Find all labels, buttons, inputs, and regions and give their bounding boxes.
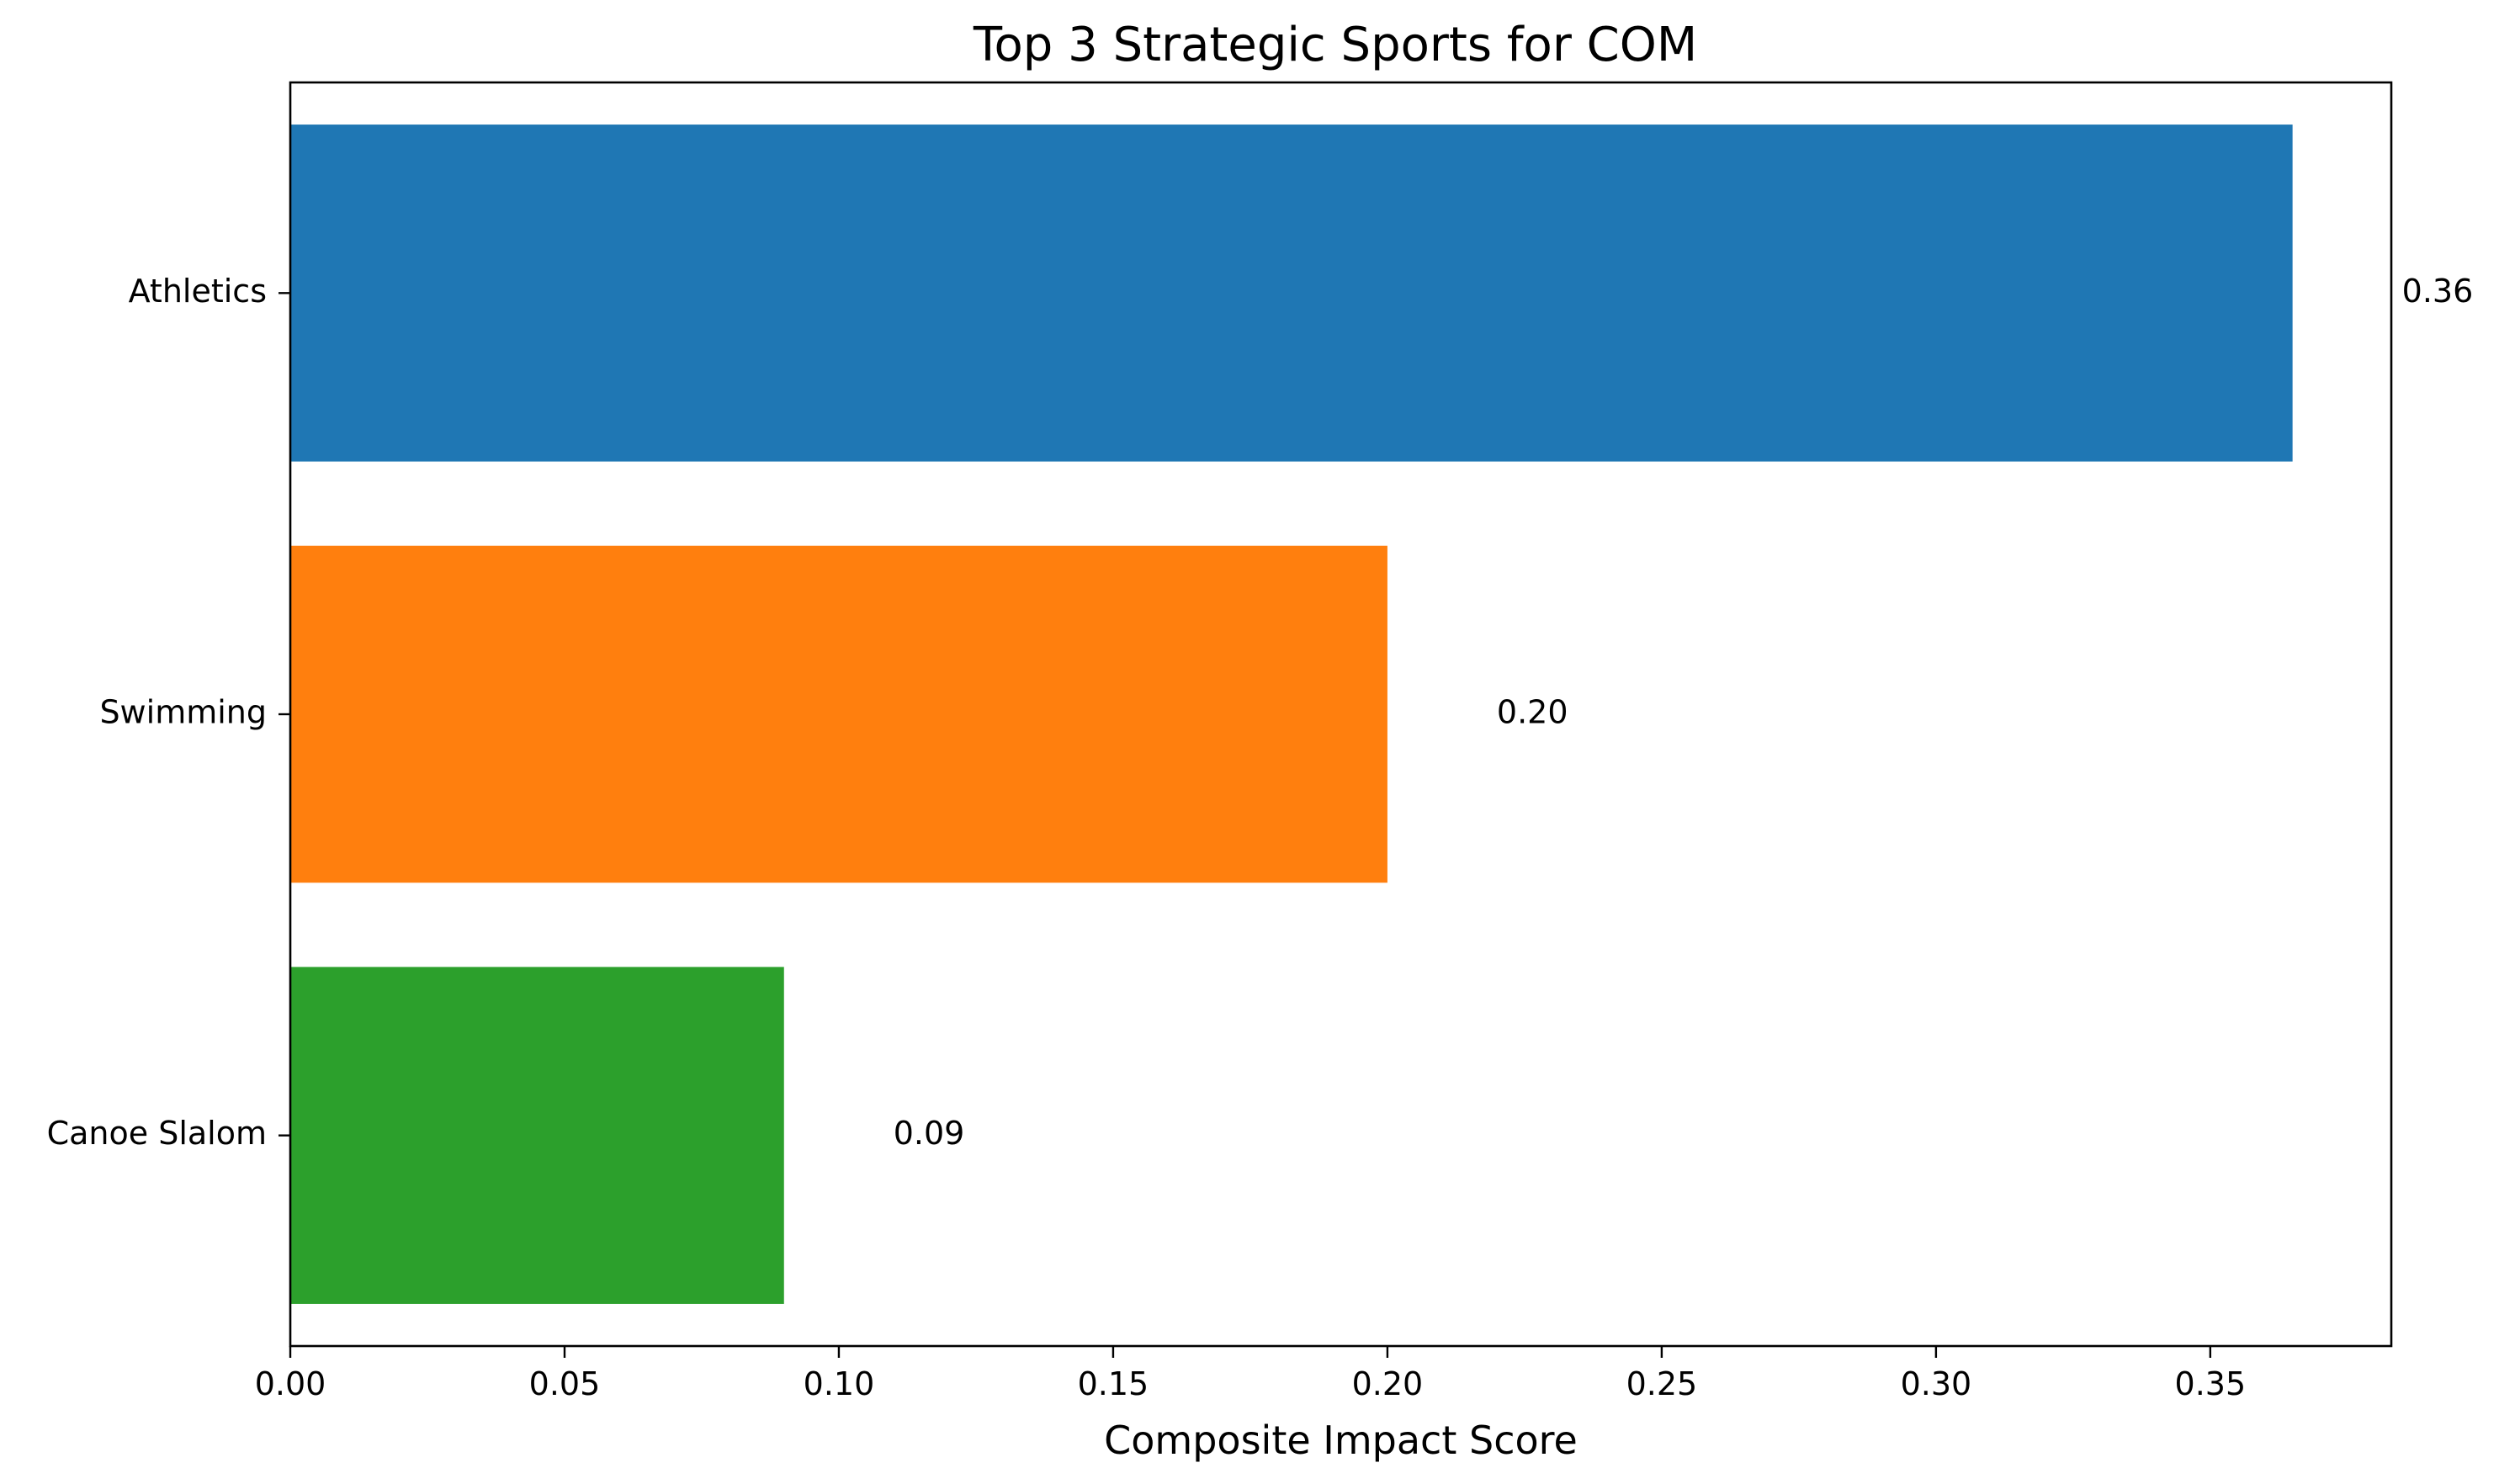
x-tick-label: 0.15 xyxy=(1078,1365,1149,1402)
y-tick-label: Swimming xyxy=(99,694,267,731)
value-label: 0.36 xyxy=(2402,273,2474,310)
x-tick-label: 0.10 xyxy=(804,1365,875,1402)
plot-frame xyxy=(289,81,2393,1348)
chart-title: Top 3 Strategic Sports for COM xyxy=(973,18,1697,72)
value-label: 0.20 xyxy=(1497,694,1568,731)
bars-layer xyxy=(290,125,2293,1304)
x-tick-label: 0.05 xyxy=(529,1365,601,1402)
x-tick-label: 0.00 xyxy=(255,1365,326,1402)
value-labels-layer: 0.36 0.20 0.09 xyxy=(894,273,2473,1152)
x-tick-label: 0.30 xyxy=(1901,1365,1972,1402)
bar-canoe-slalom xyxy=(290,967,784,1304)
x-tick-label: 0.20 xyxy=(1352,1365,1424,1402)
x-tick-label: 0.25 xyxy=(1626,1365,1698,1402)
y-axis: Athletics Swimming Canoe Slalom xyxy=(47,273,290,1152)
x-tick-label: 0.35 xyxy=(2175,1365,2247,1402)
bar-swimming xyxy=(290,545,1387,883)
y-tick-label: Athletics xyxy=(129,273,267,310)
y-tick-label: Canoe Slalom xyxy=(47,1115,267,1152)
x-axis: 0.00 0.05 0.10 0.15 0.20 0.25 0.30 0.35 xyxy=(255,1346,2246,1402)
x-axis-label: Composite Impact Score xyxy=(1104,1418,1578,1463)
bar-athletics xyxy=(290,125,2293,462)
value-label: 0.09 xyxy=(894,1115,965,1152)
